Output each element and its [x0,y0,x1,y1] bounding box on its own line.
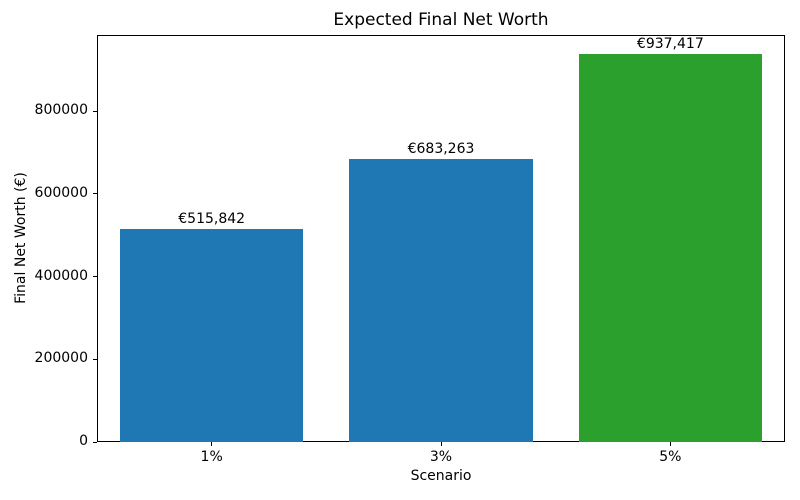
y-tick [93,358,97,360]
bar-value-label: €515,842 [178,210,246,227]
x-tick [211,442,213,446]
y-tick-label: 800000 [34,102,88,119]
x-tick-label: 5% [659,449,682,465]
x-tick [440,442,442,446]
y-tick-label: 0 [79,433,88,449]
bar-value-label: €937,417 [636,36,704,53]
y-tick-label: 600000 [34,184,88,201]
y-tick [93,441,97,443]
y-tick [93,193,97,195]
x-tick [669,442,671,446]
bar [119,228,304,442]
y-tick [93,110,97,112]
bar [349,159,533,442]
x-tick-label: 1% [200,449,223,465]
chart-title: Expected Final Net Worth [333,10,549,30]
x-axis-label: Scenario [410,468,472,484]
x-tick-label: 3% [429,449,453,465]
y-tick-label: 400000 [34,267,88,284]
bar [578,54,763,442]
y-tick-label: 200000 [34,350,88,367]
bar-value-label: €683,263 [407,141,475,158]
y-tick [93,276,97,278]
